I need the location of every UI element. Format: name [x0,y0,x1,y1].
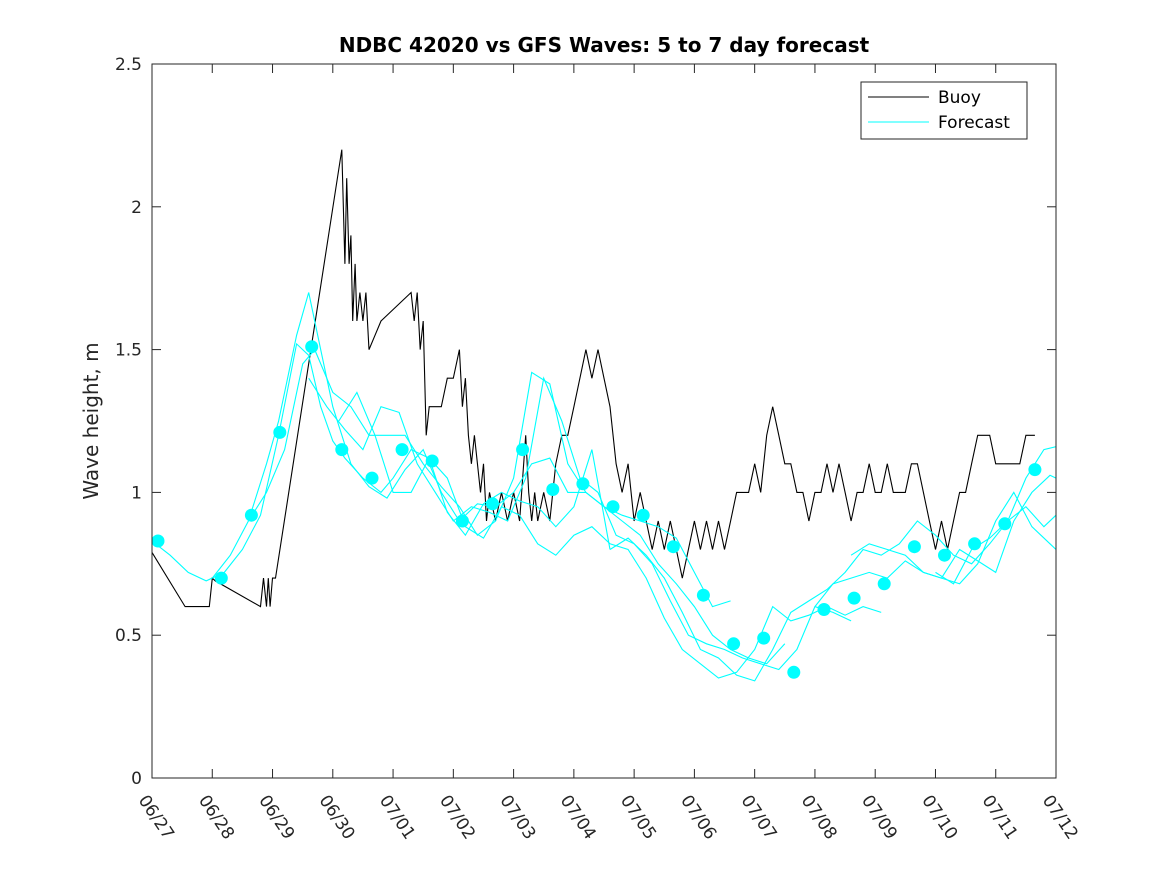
plot-area-frame [151,63,1057,779]
y-tick-label: 0 [131,769,142,789]
forecast-marker [907,540,921,554]
forecast-marker [636,508,650,522]
forecast-marker [847,591,861,605]
legend: Buoy Forecast [860,81,1028,140]
forecast-marker [576,477,590,491]
forecast-marker [425,454,439,468]
forecast-marker [877,577,891,591]
forecast-marker [214,571,228,585]
forecast-marker [606,500,620,514]
forecast-marker [365,471,379,485]
y-tick-label: 1 [131,483,142,503]
forecast-marker [817,603,831,616]
y-axis-label: Wave height, m [79,342,103,499]
forecast-marker [998,517,1012,531]
forecast-marker [244,508,258,522]
buoy-series-line [152,149,1035,608]
forecast-marker [273,425,287,439]
forecast-marker [305,340,319,354]
forecast-marker [1028,463,1042,477]
forecast-series-line-3 [247,348,786,665]
forecast-marker [757,631,771,645]
forecast-series-line-6 [609,446,1056,682]
forecast-marker [727,637,741,651]
forecast-marker [787,665,801,679]
forecast-series-line-9 [935,505,1056,585]
forecast-marker [938,548,951,562]
forecast-marker [666,540,680,554]
forecast-series-line-8 [850,491,1056,585]
legend-label-forecast: Forecast [938,113,1010,133]
forecast-marker [395,443,409,457]
chart-title: NDBC 42020 vs GFS Waves: 5 to 7 day fore… [339,33,870,57]
y-tick-label: 2 [131,198,142,218]
y-tick-label: 0.5 [115,626,142,646]
forecast-marker [455,514,469,528]
forecast-marker [968,537,982,551]
legend-label-buoy: Buoy [938,88,981,108]
forecast-marker [696,588,710,602]
forecast-marker [152,534,165,548]
forecast-marker [486,497,499,511]
y-tick-label: 1.5 [115,341,142,361]
forecast-marker [546,483,560,496]
forecast-series-line-1 [152,342,611,582]
legend-box [860,81,1028,140]
y-tick-label: 2.5 [115,55,142,75]
forecast-marker [516,443,530,457]
forecast-marker [335,443,349,457]
